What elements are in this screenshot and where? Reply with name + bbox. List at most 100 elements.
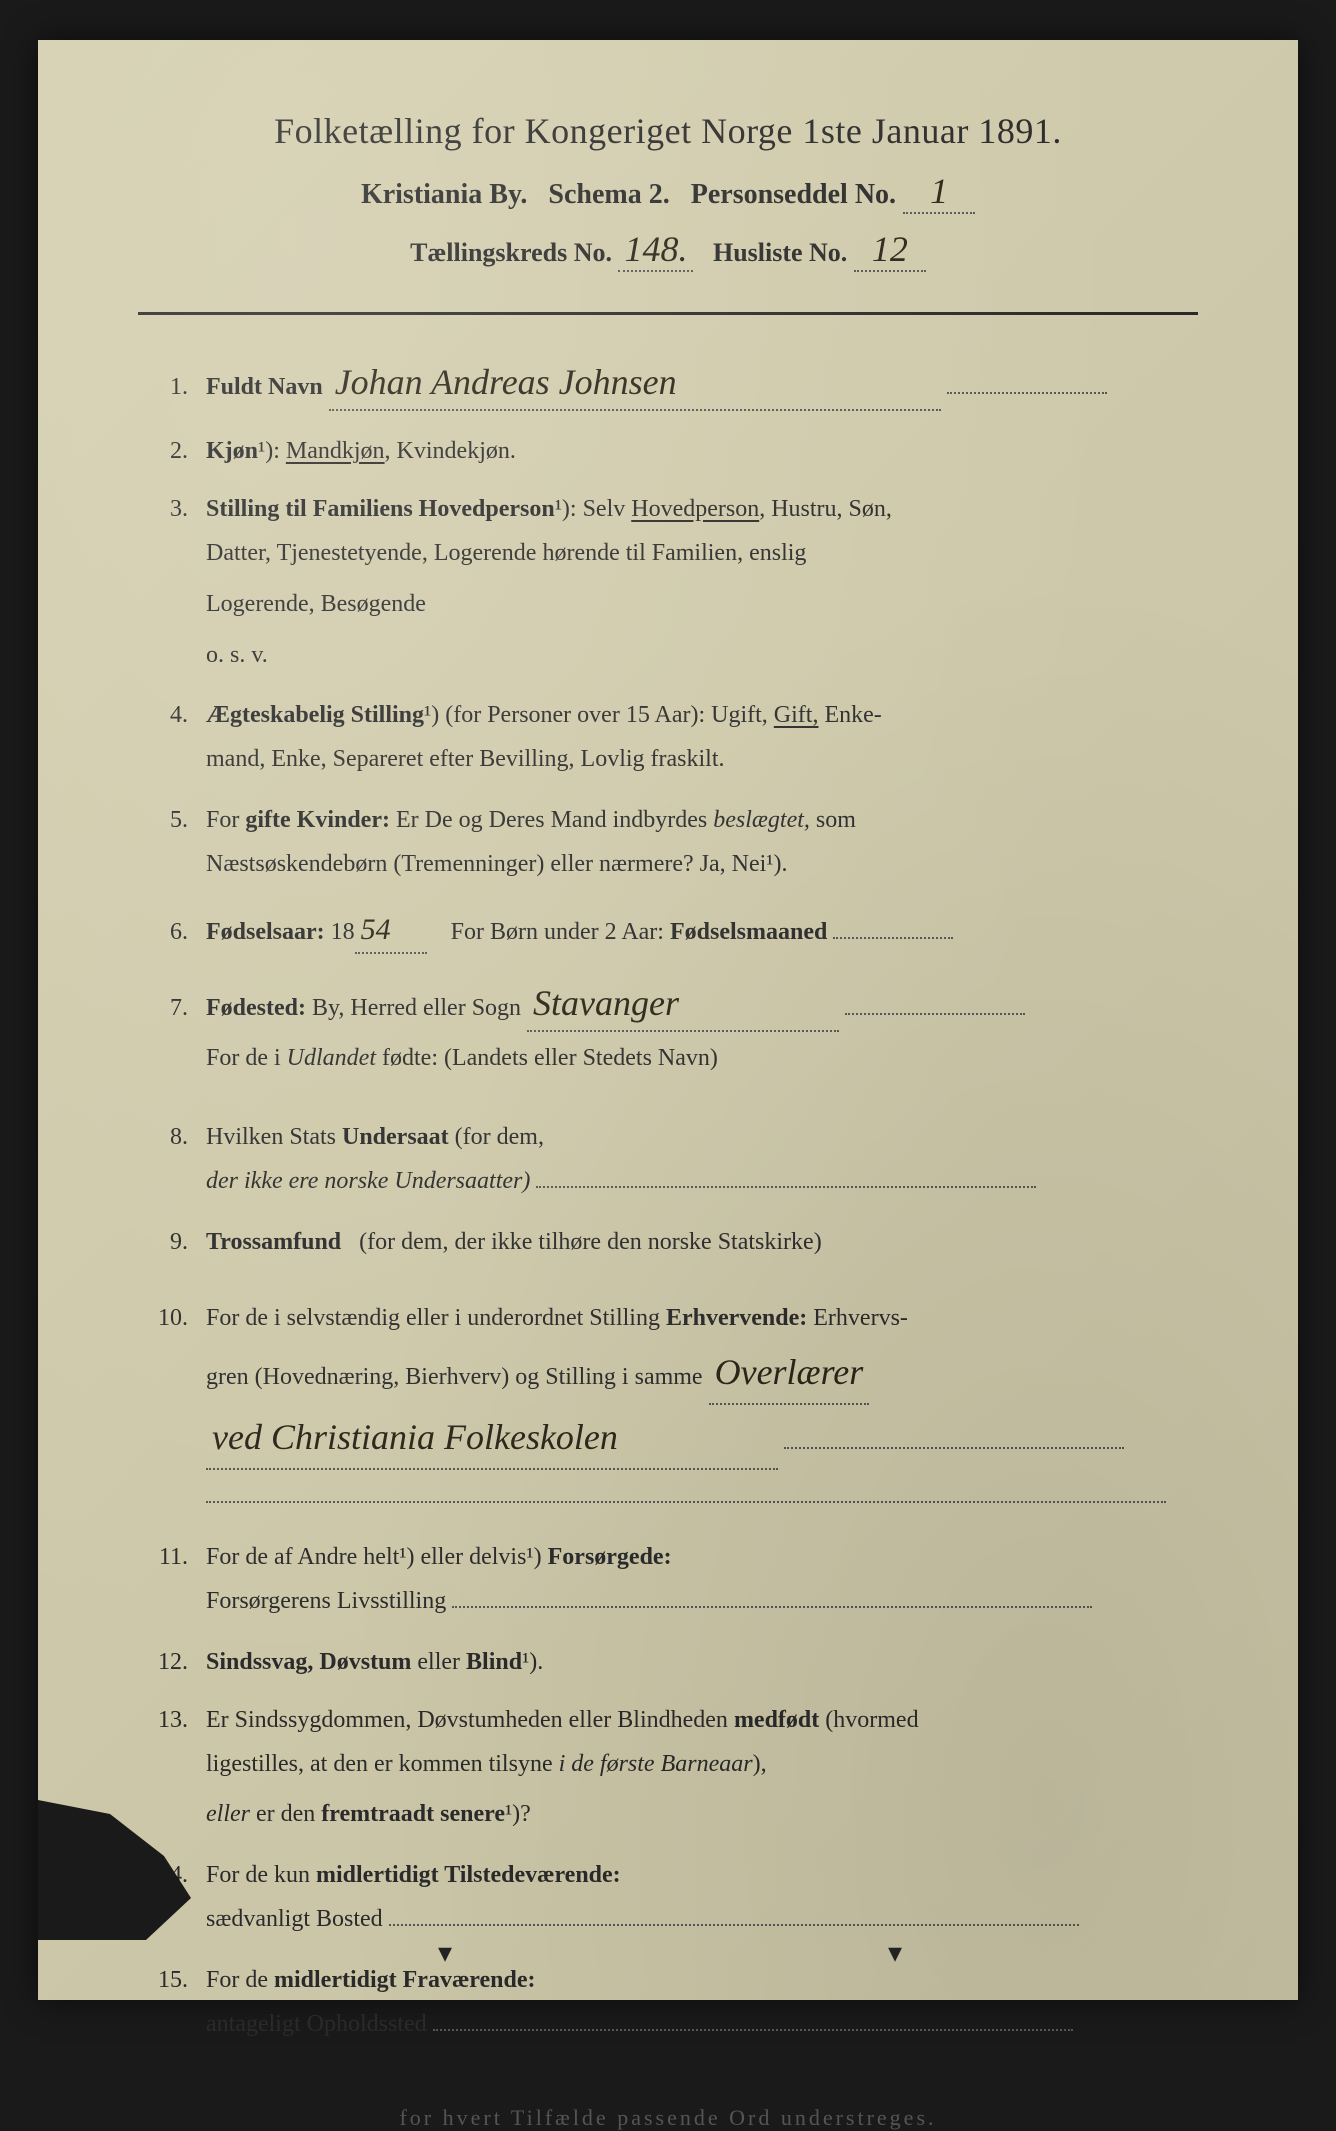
field-6-label-b: Fødselsmaaned (670, 919, 827, 945)
field-7-value: Stavanger (527, 976, 839, 1032)
field-13-cont2b: fremtraadt senere (321, 1801, 505, 1827)
sup: ¹) (505, 1801, 520, 1827)
dotted-fill (452, 1606, 1092, 1608)
personseddel-label: Personseddel No. (691, 179, 896, 210)
field-14-cont: sædvanligt Bosted (206, 1906, 383, 1932)
field-num: 5. (138, 802, 206, 838)
dotted-fill (947, 392, 1107, 394)
kreds-label: Tællingskreds No. (410, 238, 612, 267)
field-10-value1: Overlærer (709, 1342, 870, 1405)
subtitle-line: Kristiania By. Schema 2. Personseddel No… (138, 170, 1198, 214)
field-8-b: (for dem, (455, 1124, 544, 1150)
dotted-fill (433, 2029, 1073, 2031)
field-7-cont-i: Udlandet (287, 1045, 376, 1071)
field-6-label-a: Fødselsaar: (206, 919, 325, 945)
field-3-cont2: Logerende, Besøgende (138, 584, 1198, 625)
field-13-cont1a: ligestilles, at den er kommen tilsyne (206, 1751, 553, 1777)
field-2-underlined: Mandkjøn (286, 438, 385, 464)
subtitle-line-2: Tællingskreds No. 148. Husliste No. 12 (138, 228, 1198, 272)
field-num: 11. (138, 1539, 206, 1575)
field-num: 3. (138, 491, 206, 527)
field-12: 12. Sindssvag, Døvstum eller Blind¹). (138, 1644, 1198, 1680)
field-3-underlined: Hovedperson (631, 496, 759, 522)
field-4-text-a: (for Personer over 15 Aar): Ugift, (445, 702, 768, 728)
field-num: 13. (138, 1702, 206, 1738)
field-5-italic: beslægtet, (713, 807, 810, 833)
field-11-bold: Forsørgede: (548, 1544, 672, 1570)
field-5-cont: Næstsøskendebørn (Tremenninger) eller næ… (138, 844, 1198, 885)
sup: ¹) (424, 702, 439, 728)
footer-note: for hvert Tilfælde passende Ord understr… (138, 2105, 1198, 2131)
field-15-cont: antageligt Opholdssted (206, 2011, 427, 2037)
dotted-fill (833, 937, 953, 939)
field-num: 1. (138, 369, 206, 405)
field-3-label: Stilling til Familiens Hovedperson (206, 496, 555, 522)
field-3-text-b: , Hustru, Søn, (759, 496, 892, 522)
sup: ¹) (258, 438, 273, 464)
field-num: 15. (138, 1962, 206, 1998)
field-10-cont: gren (Hovednæring, Bierhverv) og Stillin… (206, 1364, 703, 1390)
field-13-a: Er Sindssygdommen, Døvstumheden eller Bl… (206, 1707, 728, 1733)
field-num: 4. (138, 697, 206, 733)
field-9-text: (for dem, der ikke tilhøre den norske St… (359, 1229, 822, 1255)
field-1: 1. Fuldt Navn Johan Andreas Johnsen (138, 355, 1198, 411)
field-13-bold1: medfødt (734, 1707, 819, 1733)
field-num: 6. (138, 914, 206, 950)
field-num: 2. (138, 433, 206, 469)
field-12-a: eller (417, 1649, 460, 1675)
field-num: 8. (138, 1119, 206, 1155)
field-10-a: For de i selvstændig eller i underordnet… (206, 1305, 660, 1331)
field-6-value: 54 (355, 907, 427, 954)
field-num: 10. (138, 1300, 206, 1336)
city-label: Kristiania By. (361, 179, 527, 210)
field-11: 11. For de af Andre helt¹) eller delvis¹… (138, 1539, 1198, 1575)
field-5-a: For (206, 807, 239, 833)
field-4-cont: mand, Enke, Separeret efter Bevilling, L… (138, 739, 1198, 780)
dotted-fill (845, 1013, 1025, 1015)
field-2: 2. Kjøn¹): Mandkjøn, Kvindekjøn. (138, 433, 1198, 469)
husliste-label: Husliste No. (713, 238, 847, 267)
field-7-label: Fødested: (206, 995, 306, 1021)
field-num: 9. (138, 1224, 206, 1260)
field-4-underlined: Gift, (774, 702, 819, 728)
field-10-b: Erhvervs- (813, 1305, 908, 1331)
field-5-b: Er De og Deres Mand indbyrdes (396, 807, 707, 833)
field-7-cont-b: fødte: (Landets eller Stedets Navn) (376, 1045, 718, 1071)
field-9-bold: Trossamfund (206, 1229, 341, 1255)
field-13-cont2i: eller (206, 1801, 250, 1827)
field-10-value2: ved Christiania Folkeskolen (206, 1407, 778, 1470)
field-13-b: (hvormed (825, 1707, 918, 1733)
field-3: 3. Stilling til Familiens Hovedperson¹):… (138, 491, 1198, 527)
sup: ¹) (522, 1649, 537, 1675)
punch-mark-icon: ▾ (438, 1936, 452, 1970)
husliste-no-value: 12 (854, 228, 926, 272)
field-12-bold: Sindssvag, Døvstum (206, 1649, 411, 1675)
field-13-cont1i: i de første Barneaar (559, 1751, 753, 1777)
field-5: 5. For gifte Kvinder: Er De og Deres Man… (138, 802, 1198, 838)
field-7-cont-a: For de i (206, 1045, 287, 1071)
field-1-label: Fuldt Navn (206, 374, 323, 400)
field-10: 10. For de i selvstændig eller i underor… (138, 1300, 1198, 1336)
field-3-text-a: Selv (583, 496, 626, 522)
field-1-value: Johan Andreas Johnsen (329, 355, 941, 411)
field-15-a: For de (206, 1967, 268, 1993)
field-15: 15. For de midlertidigt Fraværende: (138, 1962, 1198, 1998)
field-4: 4. Ægteskabelig Stilling¹) (for Personer… (138, 697, 1198, 733)
dotted-fill (206, 1501, 1166, 1503)
field-7-text: By, Herred eller Sogn (312, 995, 521, 1021)
main-title: Folketælling for Kongeriget Norge 1ste J… (138, 110, 1198, 152)
field-14: 14. For de kun midlertidigt Tilstedevære… (138, 1857, 1198, 1893)
dotted-fill (389, 1924, 1079, 1926)
personseddel-no-value: 1 (903, 170, 975, 214)
divider-rule (138, 312, 1198, 315)
field-6-prefix: 18 (331, 919, 355, 945)
field-7: 7. Fødested: By, Herred eller Sogn Stava… (138, 976, 1198, 1032)
field-3-cont3: o. s. v. (138, 635, 1198, 676)
schema-label: Schema 2. (548, 179, 669, 210)
field-11-a: For de af Andre helt¹) eller delvis¹) (206, 1544, 542, 1570)
field-13: 13. Er Sindssygdommen, Døvstumheden elle… (138, 1702, 1198, 1738)
field-8-cont: der ikke ere norske Undersaatter) (206, 1168, 530, 1194)
field-4-label: Ægteskabelig Stilling (206, 702, 424, 728)
kreds-no-value: 148. (618, 228, 693, 272)
field-11-cont: Forsørgerens Livsstilling (206, 1588, 446, 1614)
